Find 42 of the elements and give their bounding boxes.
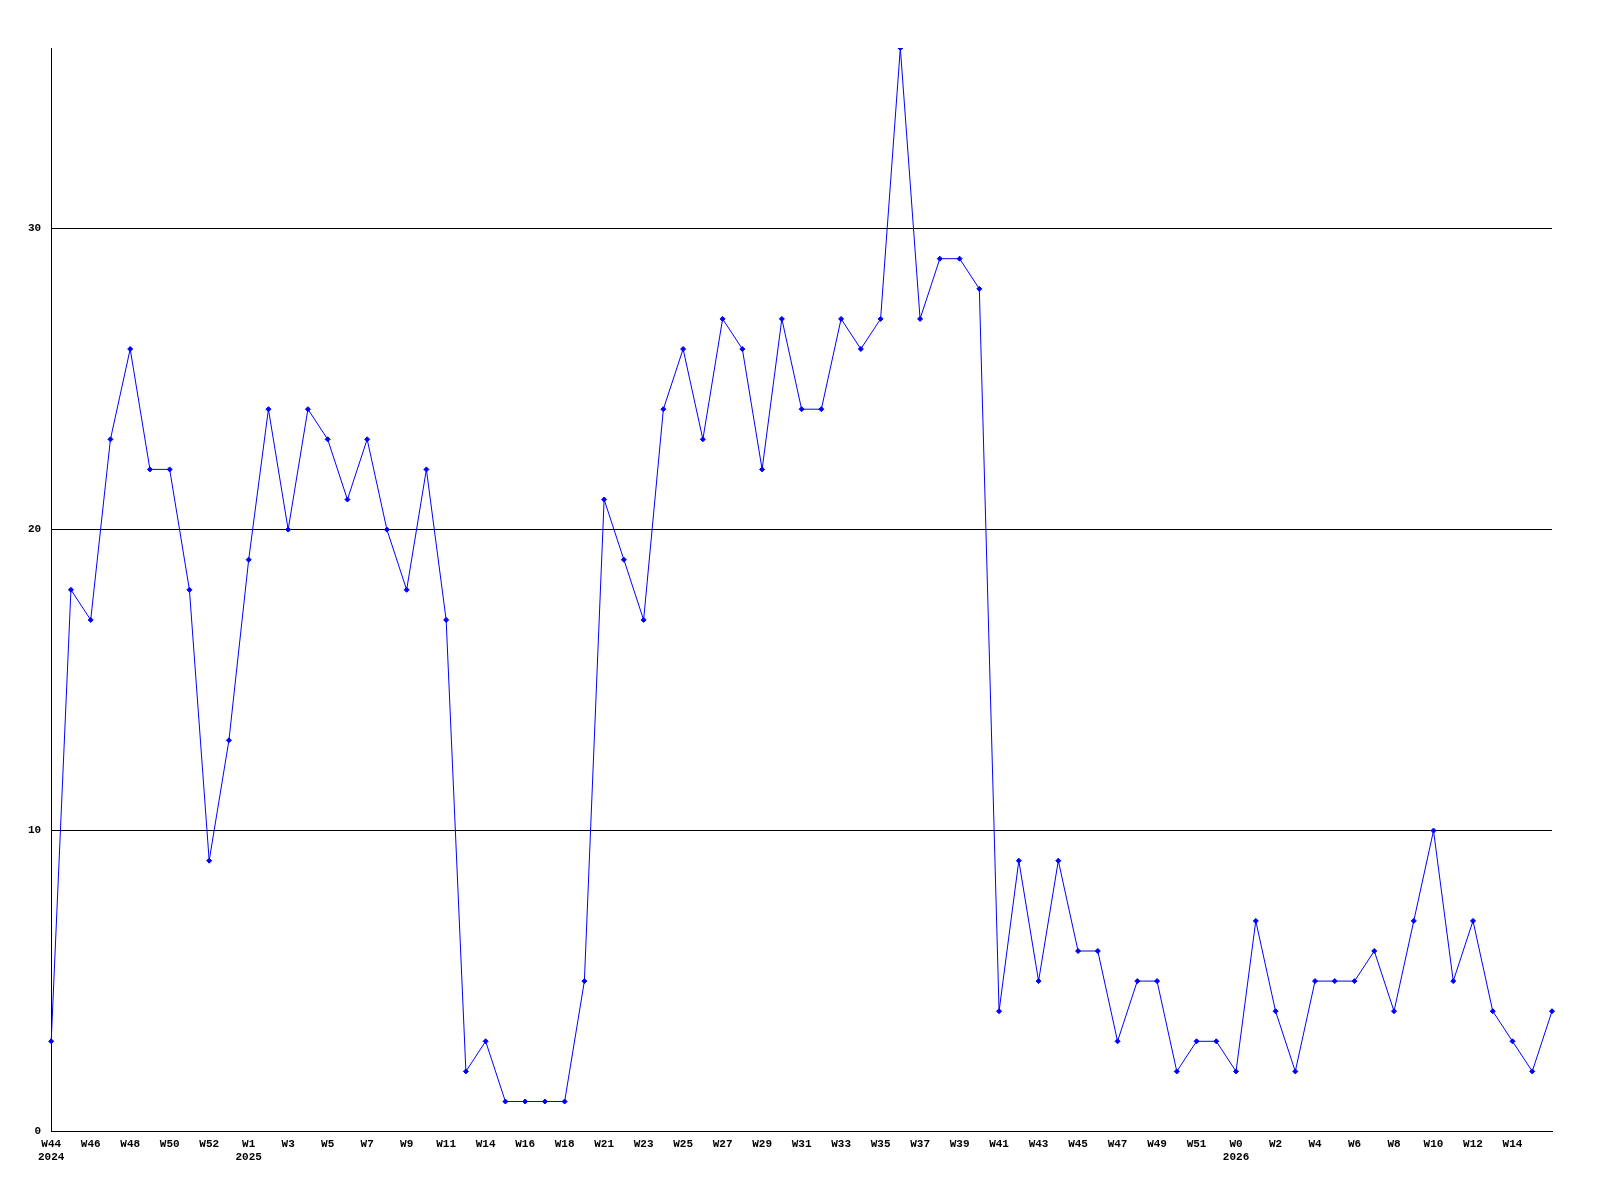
x-tick-label: W9	[400, 1137, 414, 1150]
x-tick-label: W49	[1147, 1137, 1167, 1150]
x-tick-label: W3	[281, 1137, 296, 1150]
y-tick-label: 10	[28, 824, 42, 837]
y-tick-label: 30	[28, 222, 42, 235]
x-tick-label: W5	[321, 1137, 335, 1150]
x-tick-label: W51	[1186, 1137, 1207, 1150]
x-tick-label: W47	[1107, 1137, 1128, 1150]
x-tick-label: W33	[831, 1137, 852, 1150]
x-tick-label: W0 2026	[1222, 1137, 1250, 1164]
x-tick-label: W50	[159, 1137, 180, 1150]
x-tick-label: W52	[199, 1137, 220, 1150]
x-tick-label: W44 2024	[38, 1137, 65, 1164]
x-tick-label: W45	[1068, 1137, 1089, 1150]
x-tick-label: W29	[752, 1137, 773, 1150]
x-tick-label: W41	[989, 1137, 1010, 1150]
x-tick-label: W23	[633, 1137, 654, 1150]
x-tick-label: W1 2025	[235, 1137, 263, 1164]
x-tick-label: W16	[515, 1137, 536, 1150]
x-tick-label: W2	[1268, 1137, 1283, 1150]
x-tick-label: W14	[475, 1137, 496, 1150]
x-tick-label: W6	[1347, 1137, 1362, 1150]
x-tick-label: W39	[949, 1137, 970, 1150]
x-tick-label: W46	[80, 1137, 101, 1150]
x-tick-label: W31	[791, 1137, 812, 1150]
x-tick-label: W14	[1502, 1137, 1523, 1150]
x-tick-label: W21	[594, 1137, 615, 1150]
x-tick-label: W12	[1463, 1137, 1483, 1150]
y-tick-label: 0	[34, 1125, 42, 1138]
x-tick-label: W25	[673, 1137, 694, 1150]
y-tick-label: 20	[28, 523, 42, 536]
x-tick-label: W48	[120, 1137, 141, 1150]
x-tick-label: W7	[360, 1137, 374, 1150]
x-tick-label: W10	[1423, 1137, 1444, 1150]
x-tick-label: W43	[1028, 1137, 1049, 1150]
x-tick-label: W8	[1387, 1137, 1402, 1150]
x-tick-label: W27	[712, 1137, 733, 1150]
x-tick-label: W18	[554, 1137, 575, 1150]
x-tick-label: W37	[910, 1137, 930, 1150]
x-tick-label: W11	[436, 1137, 457, 1150]
x-tick-label: W4	[1308, 1137, 1323, 1150]
x-tick-label: W35	[870, 1137, 891, 1150]
